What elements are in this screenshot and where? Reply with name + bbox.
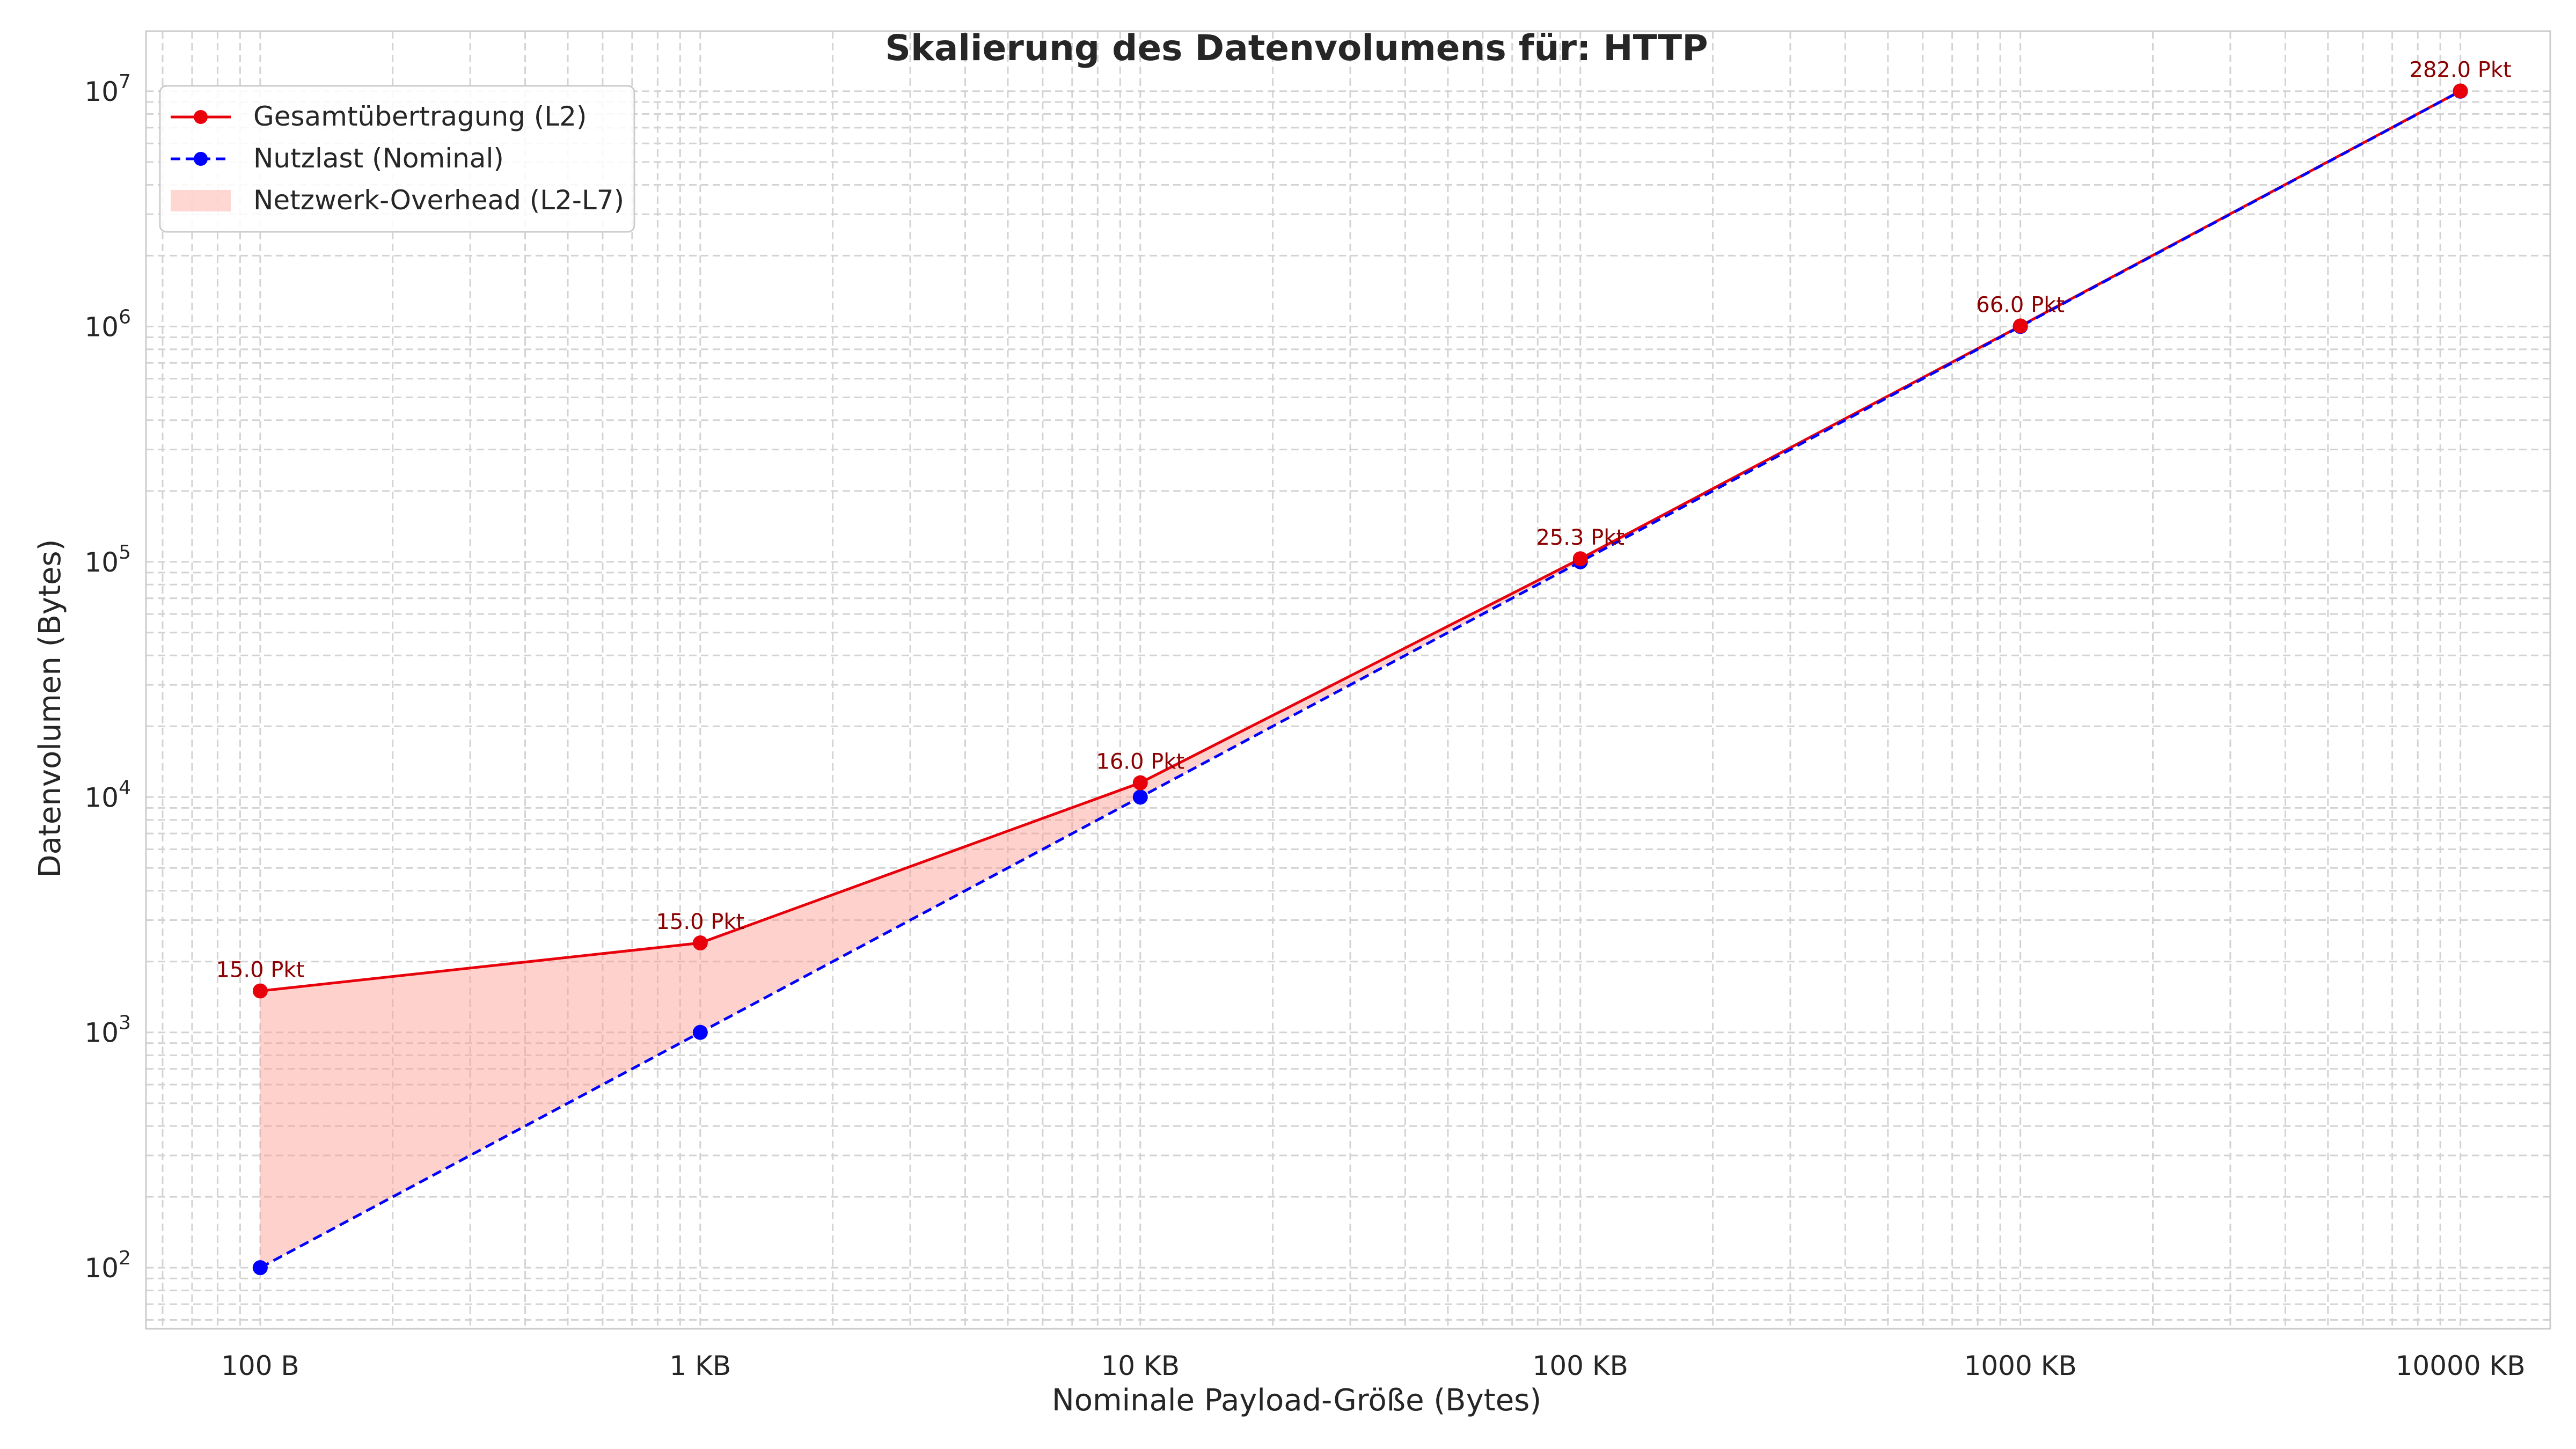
data-points [252,83,2468,1276]
chart-title: Skalierung des Datenvolumens für: HTTP [885,27,1708,69]
legend-label-payload: Nutzlast (Nominal) [253,143,504,174]
x-tick-label: 10000 KB [2396,1350,2526,1381]
y-tick-base: 10 [84,547,119,578]
point-annotation: 15.0 Pkt [656,910,744,934]
point-annotation: 16.0 Pkt [1096,750,1184,774]
x-tick-label: 1000 KB [1964,1350,2077,1381]
point-annotation: 25.3 Pkt [1536,525,1624,550]
total-data-point [1572,551,1588,567]
x-tick-label: 10 KB [1101,1350,1180,1381]
point-annotation: 15.0 Pkt [216,958,305,983]
point-annotations: 15.0 Pkt 15.0 Pkt 16.0 Pkt 25.3 Pkt 66.0 Pkt… [216,58,2512,983]
y-tick-exponent: 3 [119,1012,131,1034]
total-data-point [1132,775,1148,791]
y-tick-label: 103 [84,1012,131,1049]
x-axis-ticks: 100 B 1 KB 10 KB 100 KB 1000 KB 10000 KB [221,1350,2526,1381]
x-tick-label: 100 KB [1533,1350,1628,1381]
x-axis-label: Nominale Payload-Größe (Bytes) [1052,1383,1541,1418]
x-tick-label: 1 KB [669,1350,731,1381]
y-axis-label: Datenvolumen (Bytes) [33,539,68,878]
total-data-point [2012,318,2028,334]
legend-swatch-overhead [171,190,231,211]
legend-marker-payload [194,152,208,166]
total-data-point [692,935,708,951]
total-data-point [2453,83,2468,99]
y-tick-base: 10 [84,311,119,342]
payload-data-point [1132,789,1148,805]
y-tick-label: 107 [84,71,131,107]
series-lines [259,90,2461,1269]
payload-data-point [692,1024,708,1040]
y-tick-exponent: 5 [119,541,131,564]
y-tick-label: 106 [84,306,131,342]
legend-marker-total [194,110,208,124]
point-annotation: 282.0 Pkt [2410,58,2512,83]
y-tick-exponent: 6 [119,306,131,328]
y-tick-base: 10 [84,1253,119,1284]
point-annotation: 66.0 Pkt [1976,292,2065,317]
y-tick-exponent: 2 [119,1247,131,1269]
legend-label-overhead: Netzwerk-Overhead (L2-L7) [253,185,624,216]
y-tick-exponent: 4 [119,777,131,799]
x-tick-label: 100 B [221,1350,299,1381]
y-tick-base: 10 [84,1018,119,1049]
y-tick-label: 102 [84,1247,131,1284]
legend: Gesamtübertragung (L2) Nutzlast (Nominal… [159,85,635,233]
y-tick-base: 10 [84,76,119,107]
legend-box [159,85,635,233]
legend-label-total: Gesamtübertragung (L2) [253,101,587,132]
payload-series-line [259,90,2461,1269]
y-tick-label: 105 [84,541,131,578]
y-tick-exponent: 7 [119,71,131,93]
plot-frame [145,30,2551,1330]
total-data-point [252,983,268,999]
y-tick-base: 10 [84,782,119,813]
y-tick-label: 104 [84,777,131,813]
grid [146,31,2550,1329]
payload-data-point [252,1260,268,1276]
